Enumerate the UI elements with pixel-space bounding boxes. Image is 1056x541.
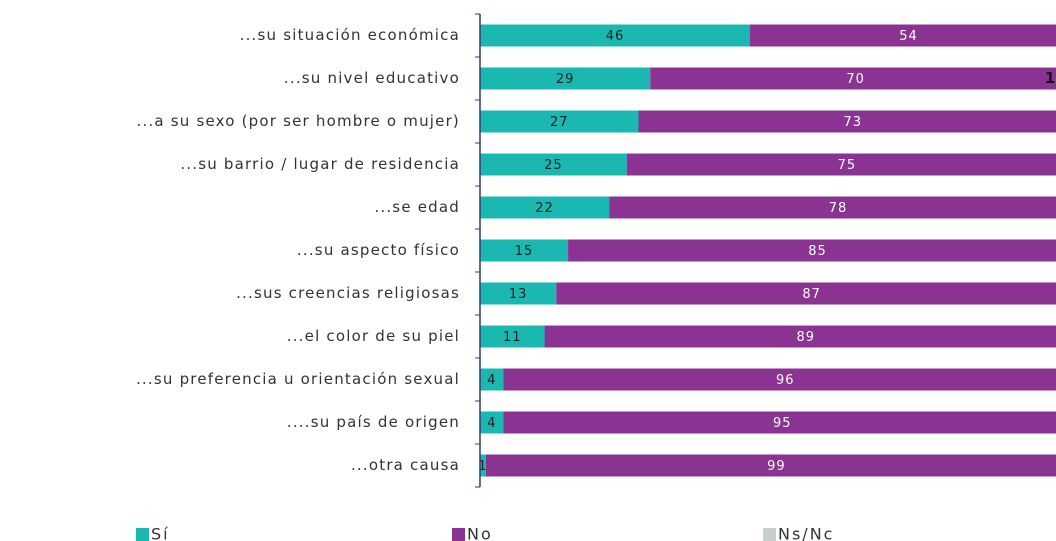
bar-segment xyxy=(544,325,1056,348)
data-label: 46 xyxy=(606,29,625,44)
data-label: 29 xyxy=(556,72,575,87)
bar-segment xyxy=(480,282,557,305)
bar-segment xyxy=(609,196,1056,219)
bar-segment xyxy=(650,67,1056,90)
y-tick-label: ...el color de su piel xyxy=(287,327,460,345)
data-label: 70 xyxy=(846,72,865,87)
data-label: 54 xyxy=(899,29,918,44)
legend-label: Sí xyxy=(151,525,170,541)
data-label: 1 xyxy=(478,459,487,474)
legend-swatch xyxy=(452,528,465,541)
bar-segment xyxy=(480,239,569,262)
bar-segment xyxy=(485,454,1056,477)
bar-segment xyxy=(568,239,1056,262)
data-label: 4 xyxy=(487,416,496,431)
data-label: 75 xyxy=(838,158,857,173)
bar-segment xyxy=(480,110,639,133)
y-tick-label: ...sus creencias religiosas xyxy=(236,284,460,302)
data-label: 27 xyxy=(550,115,569,130)
data-label: 89 xyxy=(797,330,816,345)
bar-segment xyxy=(480,411,504,434)
legend-swatch xyxy=(763,528,776,541)
bar-segment xyxy=(480,368,504,391)
data-label: 22 xyxy=(535,201,554,216)
data-label: 85 xyxy=(808,244,827,259)
data-label: 99 xyxy=(767,459,786,474)
bar-segment xyxy=(626,153,1056,176)
bar-segment xyxy=(480,196,610,219)
bar-segment xyxy=(480,153,627,176)
legend-label: No xyxy=(467,525,493,541)
data-label: 95 xyxy=(773,416,792,431)
data-label: 1 xyxy=(1045,69,1055,87)
bar-segment xyxy=(750,24,1056,47)
bar-segment xyxy=(503,368,1056,391)
data-label: 96 xyxy=(776,373,795,388)
bar-segment xyxy=(480,24,751,47)
data-label: 25 xyxy=(544,158,563,173)
y-tick-label: ...su preferencia u orientación sexual xyxy=(136,370,460,388)
data-label: 15 xyxy=(515,244,534,259)
data-label: 87 xyxy=(802,287,821,302)
bar-segment xyxy=(480,454,486,477)
y-tick-label: ...su aspecto físico xyxy=(297,241,460,259)
bar-segment xyxy=(480,325,545,348)
bar-segment xyxy=(638,110,1056,133)
bar-segment xyxy=(503,411,1056,434)
y-tick-label: ....su país de origen xyxy=(287,413,460,431)
data-label: 73 xyxy=(843,115,862,130)
y-tick-label: ...su nivel educativo xyxy=(284,69,460,87)
y-tick-label: ...se edad xyxy=(374,198,460,216)
data-label: 13 xyxy=(509,287,528,302)
bar-segment xyxy=(556,282,1056,305)
data-label: 4 xyxy=(487,373,496,388)
y-tick-label: ...su barrio / lugar de residencia xyxy=(180,155,460,173)
y-tick-label: ...su situación económica xyxy=(240,26,460,44)
legend-swatch xyxy=(136,528,149,541)
y-tick-label: ...a su sexo (por ser hombre o mujer) xyxy=(137,112,461,130)
legend-label: Ns/Nc xyxy=(778,525,834,541)
data-label: 78 xyxy=(829,201,848,216)
y-tick-label: ...otra causa xyxy=(351,456,460,474)
data-label: 11 xyxy=(503,330,522,345)
bar-segment xyxy=(480,67,651,90)
